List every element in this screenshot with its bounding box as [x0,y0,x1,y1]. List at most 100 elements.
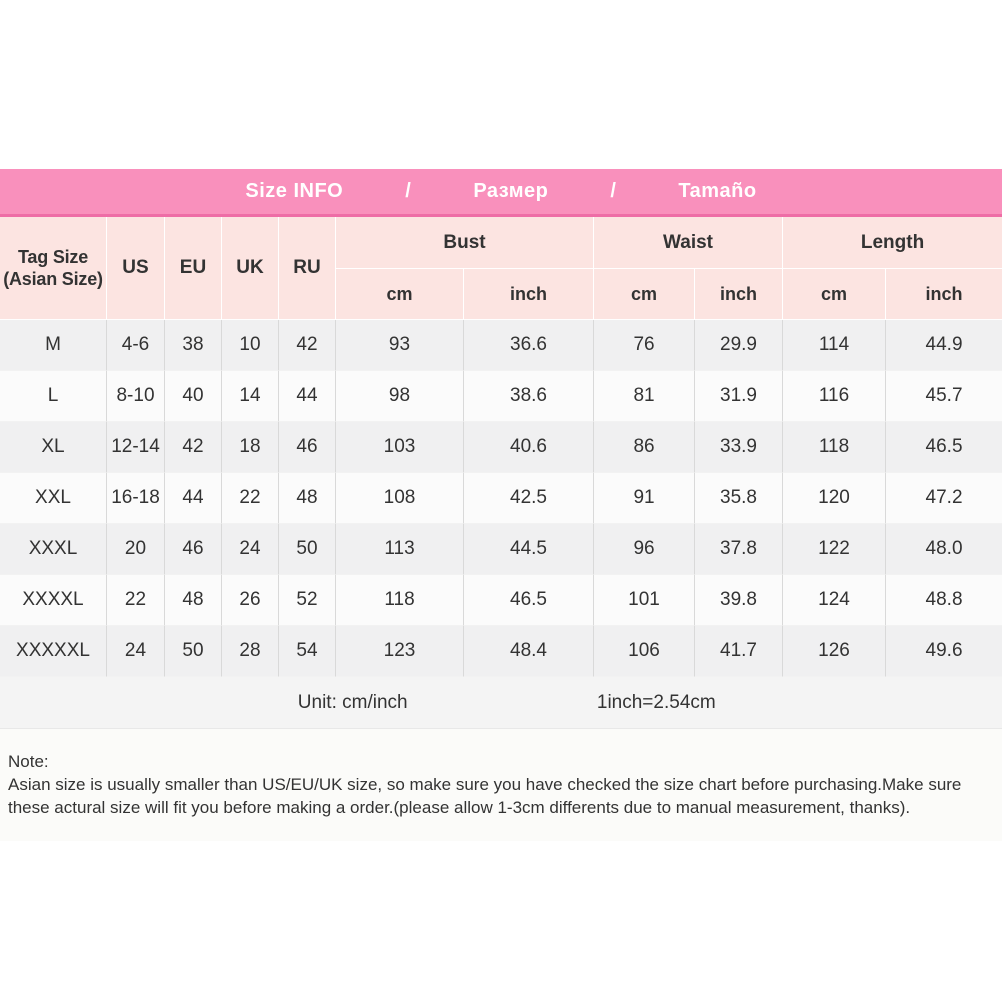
size-tag-cell: M [0,320,107,371]
size-value-cell: 46.5 [464,575,595,626]
size-value-cell: 12-14 [107,422,165,473]
note-label: Note: [8,752,49,771]
size-value-cell: 48 [165,575,222,626]
size-value-cell: 20 [107,524,165,575]
size-value-cell: 4-6 [107,320,165,371]
table-row: M 4-6 38 10 42 93 36.6 76 29.9 114 44.9 [0,320,1002,371]
size-value-cell: 26 [222,575,279,626]
size-value-cell: 42 [165,422,222,473]
size-value-cell: 106 [594,626,696,677]
header-eu: EU [165,217,222,320]
banner-title-es: Tamaño [678,180,757,202]
size-value-cell: 42 [279,320,336,371]
header-bust: Bust [336,217,595,269]
table-row: XXXXXL 24 50 28 54 123 48.4 106 41.7 126 49.6 [0,626,1002,677]
size-value-cell: 114 [783,320,887,371]
header-uk: UK [222,217,279,320]
size-value-cell: 40 [165,371,222,422]
size-value-cell: 10 [222,320,279,371]
size-value-cell: 35.8 [695,473,784,524]
size-table: Tag Size (Asian Size) US EU UK RU Bust W… [0,217,1002,677]
size-value-cell: 48.0 [886,524,1002,575]
size-value-cell: 8-10 [107,371,165,422]
header-ru: RU [279,217,336,320]
size-value-cell: 118 [336,575,464,626]
size-value-cell: 50 [165,626,222,677]
size-tag-cell: XXL [0,473,107,524]
size-value-cell: 42.5 [464,473,595,524]
size-value-cell: 120 [783,473,887,524]
size-value-cell: 101 [594,575,696,626]
size-value-cell: 122 [783,524,887,575]
table-row: XL 12-14 42 18 46 103 40.6 86 33.9 118 46.5 [0,422,1002,473]
size-value-cell: 96 [594,524,696,575]
unit-strip: Unit: cm/inch 1inch=2.54cm [0,677,1002,729]
header-us: US [107,217,165,320]
size-value-cell: 33.9 [695,422,784,473]
banner-title-ru: Размер [473,180,549,202]
table-row: XXL 16-18 44 22 48 108 42.5 91 35.8 120 47.2 [0,473,1002,524]
size-value-cell: 103 [336,422,464,473]
header-bust-cm: cm [336,269,464,320]
size-value-cell: 76 [594,320,696,371]
size-value-cell: 48.8 [886,575,1002,626]
size-value-cell: 47.2 [886,473,1002,524]
size-value-cell: 46 [279,422,336,473]
size-value-cell: 22 [107,575,165,626]
header-tag-size: Tag Size (Asian Size) [0,217,107,320]
size-value-cell: 38 [165,320,222,371]
size-tag-cell: XXXL [0,524,107,575]
size-value-cell: 37.8 [695,524,784,575]
size-value-cell: 81 [594,371,696,422]
banner-separator: / [405,180,412,202]
table-row: L 8-10 40 14 44 98 38.6 81 31.9 116 45.7 [0,371,1002,422]
header-waist-inch: inch [695,269,784,320]
note-line-1: Asian size is usually smaller than US/EU… [8,775,962,794]
size-value-cell: 126 [783,626,887,677]
size-value-cell: 108 [336,473,464,524]
size-tag-cell: XXXXL [0,575,107,626]
header-length-cm: cm [783,269,887,320]
size-value-cell: 22 [222,473,279,524]
size-value-cell: 50 [279,524,336,575]
size-tag-cell: XXXXXL [0,626,107,677]
size-value-cell: 91 [594,473,696,524]
size-value-cell: 36.6 [464,320,595,371]
size-chart: Size INFO / Размер / Tamaño Tag Size (As… [0,169,1002,841]
header-waist: Waist [594,217,784,269]
size-value-cell: 86 [594,422,696,473]
size-value-cell: 124 [783,575,887,626]
size-table-body: M 4-6 38 10 42 93 36.6 76 29.9 114 44.9 L 8-10 40 14 44… [0,320,1002,677]
note-section: Note: Asian size is usually smaller than… [0,729,1002,841]
size-value-cell: 38.6 [464,371,595,422]
header-length: Length [783,217,1002,269]
size-value-cell: 52 [279,575,336,626]
size-value-cell: 44 [279,371,336,422]
banner-title-en: Size INFO [245,180,344,202]
size-value-cell: 41.7 [695,626,784,677]
size-value-cell: 24 [222,524,279,575]
header-bust-inch: inch [464,269,595,320]
size-value-cell: 118 [783,422,887,473]
size-value-cell: 18 [222,422,279,473]
size-value-cell: 98 [336,371,464,422]
size-value-cell: 28 [222,626,279,677]
size-value-cell: 40.6 [464,422,595,473]
size-value-cell: 54 [279,626,336,677]
header-waist-cm: cm [594,269,696,320]
size-value-cell: 39.8 [695,575,784,626]
size-value-cell: 44 [165,473,222,524]
size-value-cell: 113 [336,524,464,575]
size-value-cell: 29.9 [695,320,784,371]
size-value-cell: 24 [107,626,165,677]
header-length-inch: inch [886,269,1002,320]
size-tag-cell: XL [0,422,107,473]
size-value-cell: 123 [336,626,464,677]
size-value-cell: 49.6 [886,626,1002,677]
size-value-cell: 93 [336,320,464,371]
size-tag-cell: L [0,371,107,422]
size-value-cell: 44.9 [886,320,1002,371]
size-value-cell: 46 [165,524,222,575]
table-row: XXXXL 22 48 26 52 118 46.5 101 39.8 124 48.8 [0,575,1002,626]
